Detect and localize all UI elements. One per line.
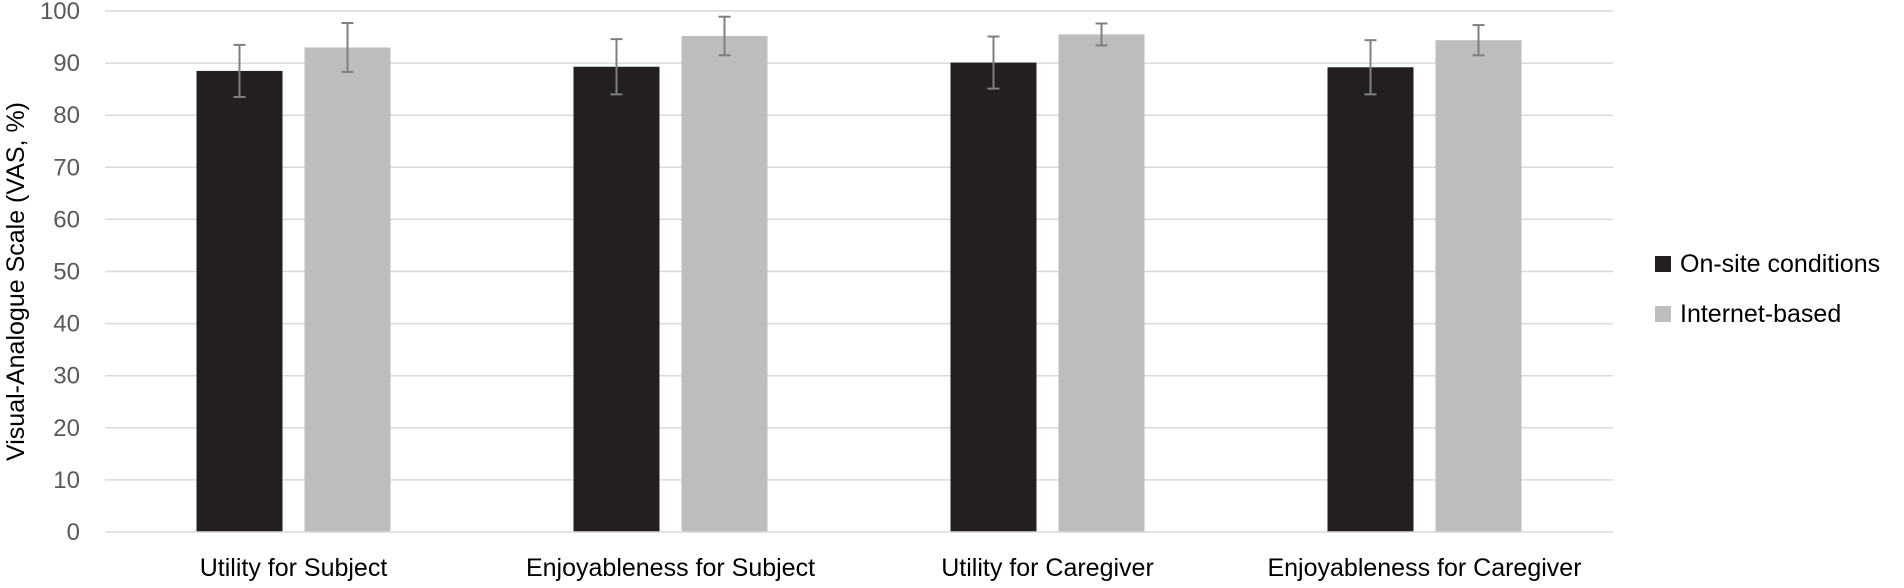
error-bar xyxy=(341,21,354,73)
bar-internet-2 xyxy=(681,36,768,533)
y-tick-label: 40 xyxy=(53,311,80,338)
y-tick-label: 20 xyxy=(53,415,80,442)
y-axis-title: Visual-Analogue Scale (VAS, %) xyxy=(2,102,30,461)
error-bar xyxy=(1095,22,1108,47)
x-category-label: Utility for Subject xyxy=(200,554,388,582)
error-bars xyxy=(233,15,1485,98)
legend-label: Internet-based xyxy=(1680,300,1841,328)
bar-on-site-2 xyxy=(573,66,660,532)
error-bar xyxy=(987,35,1000,90)
bar-internet-1 xyxy=(304,47,391,532)
legend-item-internet: Internet-based xyxy=(1655,300,1841,328)
y-tick-label: 90 xyxy=(53,50,80,77)
error-bar xyxy=(1364,39,1377,96)
y-tick-label: 60 xyxy=(53,206,80,233)
legend-swatch xyxy=(1655,306,1671,322)
x-category-label: Enjoyableness for Subject xyxy=(526,554,815,582)
y-tick-label: 30 xyxy=(53,363,80,390)
x-axis-category-labels: Utility for Subject Enjoyableness for Sub… xyxy=(200,554,1582,582)
bar-internet-4 xyxy=(1435,40,1522,533)
error-bar xyxy=(233,43,246,98)
x-category-label: Utility for Caregiver xyxy=(941,554,1154,582)
bar-on-site-4 xyxy=(1327,67,1414,532)
error-bar xyxy=(610,38,623,96)
legend: On-site conditions Internet-based xyxy=(1655,250,1880,328)
x-category-label: Enjoyableness for Caregiver xyxy=(1267,554,1581,582)
y-tick-label: 50 xyxy=(53,259,80,286)
legend-swatch xyxy=(1655,256,1671,272)
y-tick-label: 80 xyxy=(53,102,80,129)
bar-on-site-3 xyxy=(950,62,1037,532)
error-bar xyxy=(718,15,731,57)
legend-item-on-site: On-site conditions xyxy=(1655,250,1880,278)
y-tick-label: 10 xyxy=(53,467,80,494)
bars xyxy=(196,34,1522,533)
y-tick-label: 100 xyxy=(40,0,80,25)
y-tick-label: 0 xyxy=(67,519,80,546)
bar-internet-3 xyxy=(1058,34,1145,532)
legend-label: On-site conditions xyxy=(1680,250,1880,278)
y-axis-ticks: 0 10 20 30 40 50 60 70 80 90 100 xyxy=(40,0,80,546)
y-tick-label: 70 xyxy=(53,154,80,181)
bar-on-site-1 xyxy=(196,70,283,532)
error-bar xyxy=(1472,24,1485,57)
